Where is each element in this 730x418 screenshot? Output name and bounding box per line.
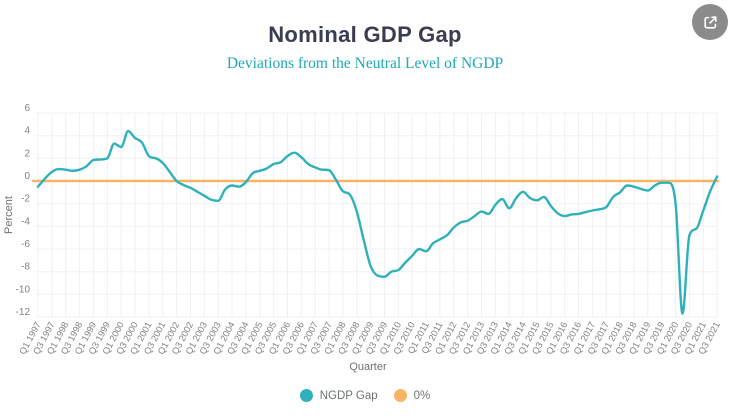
y-tick-label: -12 [16,307,31,318]
legend: NGDP Gap 0% [0,389,730,402]
legend-item-zero[interactable]: 0% [393,389,431,402]
share-button[interactable] [692,4,728,40]
y-tick-label: 0 [24,171,30,182]
x-axis-title: Quarter [349,361,387,373]
chart-subtitle: Deviations from the Neutral Level of NGD… [226,55,504,72]
chart-plot-area[interactable]: Q1 1997 Q3 1997 Q1 1998 Q3 1998 Q1 1999 Q3 19… [0,93,730,398]
y-tick-label: 6 [24,103,30,114]
y-tick-label: -8 [21,262,30,273]
y-tick-label: -4 [21,216,30,227]
y-tick-label: 2 [24,148,30,159]
y-axis-title: Percent [3,196,15,234]
share-export-icon [702,14,719,31]
zero-line-swatch-icon [393,389,407,402]
legend-label: NGDP Gap [319,389,378,402]
legend-label: 0% [413,389,431,402]
y-tick-label: -10 [16,284,31,295]
y-tick-label: -6 [21,239,30,250]
ngdp-gap-swatch-icon [299,389,313,402]
legend-item-ngdp-gap[interactable]: NGDP Gap [299,389,378,402]
y-tick-label: 4 [24,126,30,137]
chart-title: Nominal GDP Gap [268,22,462,47]
ngdp-gap-line [36,129,719,315]
y-tick-label: -2 [21,194,30,205]
